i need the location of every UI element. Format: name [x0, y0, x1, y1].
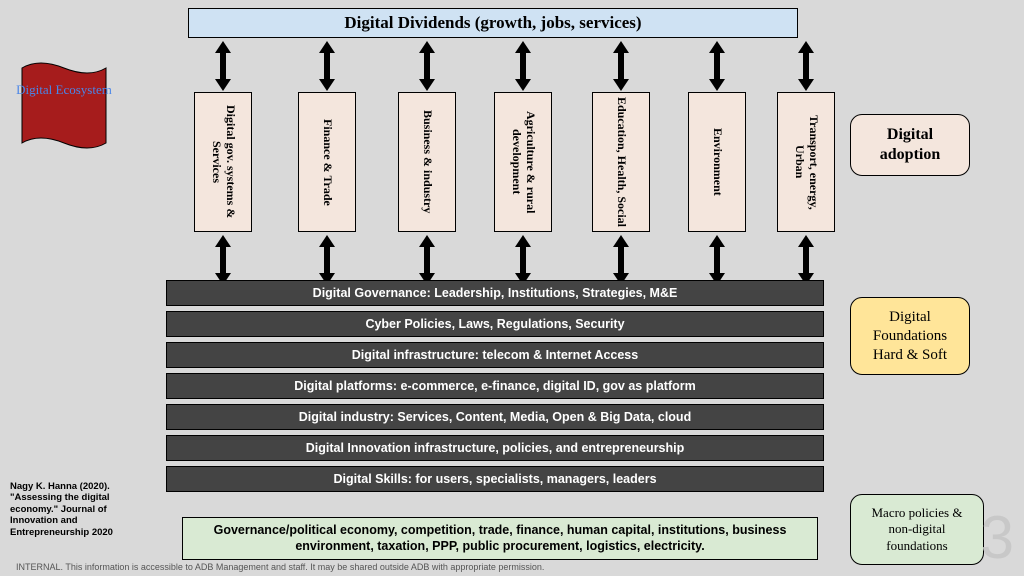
- pillar-label: Business & industry: [399, 93, 455, 231]
- pillar-label: Environment: [689, 93, 745, 231]
- pillar-label: Education, Health, Social: [593, 93, 649, 231]
- arrow-up-icon: [318, 41, 336, 91]
- arrow-down-icon: [708, 235, 726, 285]
- pillar-3: Agriculture & rural development: [494, 92, 552, 232]
- digital-ecosystem-flag: [14, 58, 114, 158]
- footer-note: INTERNAL. This information is accessible…: [16, 562, 544, 572]
- pillar-label: Agriculture & rural development: [495, 93, 551, 231]
- foundation-bar-0: Digital Governance: Leadership, Institut…: [166, 280, 824, 306]
- pillar-1: Finance & Trade: [298, 92, 356, 232]
- arrow-up-icon: [797, 41, 815, 91]
- bottom-governance-band: Governance/political economy, competitio…: [182, 517, 818, 560]
- side-box-adoption: Digital adoption: [850, 114, 970, 176]
- pillar-label: Transport, energy, Urban: [778, 93, 834, 231]
- pillar-label: Digital gov. systems & Services: [195, 93, 251, 231]
- pillar-label: Finance & Trade: [299, 93, 355, 231]
- citation-text: Nagy K. Hanna (2020). "Assessing the dig…: [10, 481, 150, 538]
- foundation-bar-5: Digital Innovation infrastructure, polic…: [166, 435, 824, 461]
- pillar-6: Transport, energy, Urban: [777, 92, 835, 232]
- arrow-up-icon: [612, 41, 630, 91]
- pillar-5: Environment: [688, 92, 746, 232]
- arrow-down-icon: [418, 235, 436, 285]
- foundation-bar-2: Digital infrastructure: telecom & Intern…: [166, 342, 824, 368]
- foundation-bar-3: Digital platforms: e-commerce, e-finance…: [166, 373, 824, 399]
- pillar-0: Digital gov. systems & Services: [194, 92, 252, 232]
- flag-label: Digital Ecosystem: [14, 82, 114, 98]
- foundation-bar-1: Cyber Policies, Laws, Regulations, Secur…: [166, 311, 824, 337]
- foundation-bars: Digital Governance: Leadership, Institut…: [166, 280, 824, 497]
- side-box-macro: Macro policies & non-digital foundations: [850, 494, 984, 565]
- pillar-4: Education, Health, Social: [592, 92, 650, 232]
- pillar-2: Business & industry: [398, 92, 456, 232]
- arrow-up-icon: [708, 41, 726, 91]
- arrow-up-icon: [418, 41, 436, 91]
- side-box-foundations: Digital Foundations Hard & Soft: [850, 297, 970, 375]
- page-number: 3: [981, 503, 1014, 572]
- arrow-down-icon: [214, 235, 232, 285]
- foundation-bar-6: Digital Skills: for users, specialists, …: [166, 466, 824, 492]
- arrow-down-icon: [797, 235, 815, 285]
- arrow-down-icon: [612, 235, 630, 285]
- arrow-down-icon: [514, 235, 532, 285]
- foundation-bar-4: Digital industry: Services, Content, Med…: [166, 404, 824, 430]
- arrow-down-icon: [318, 235, 336, 285]
- arrow-up-icon: [214, 41, 232, 91]
- arrow-up-icon: [514, 41, 532, 91]
- top-dividends-band: Digital Dividends (growth, jobs, service…: [188, 8, 798, 38]
